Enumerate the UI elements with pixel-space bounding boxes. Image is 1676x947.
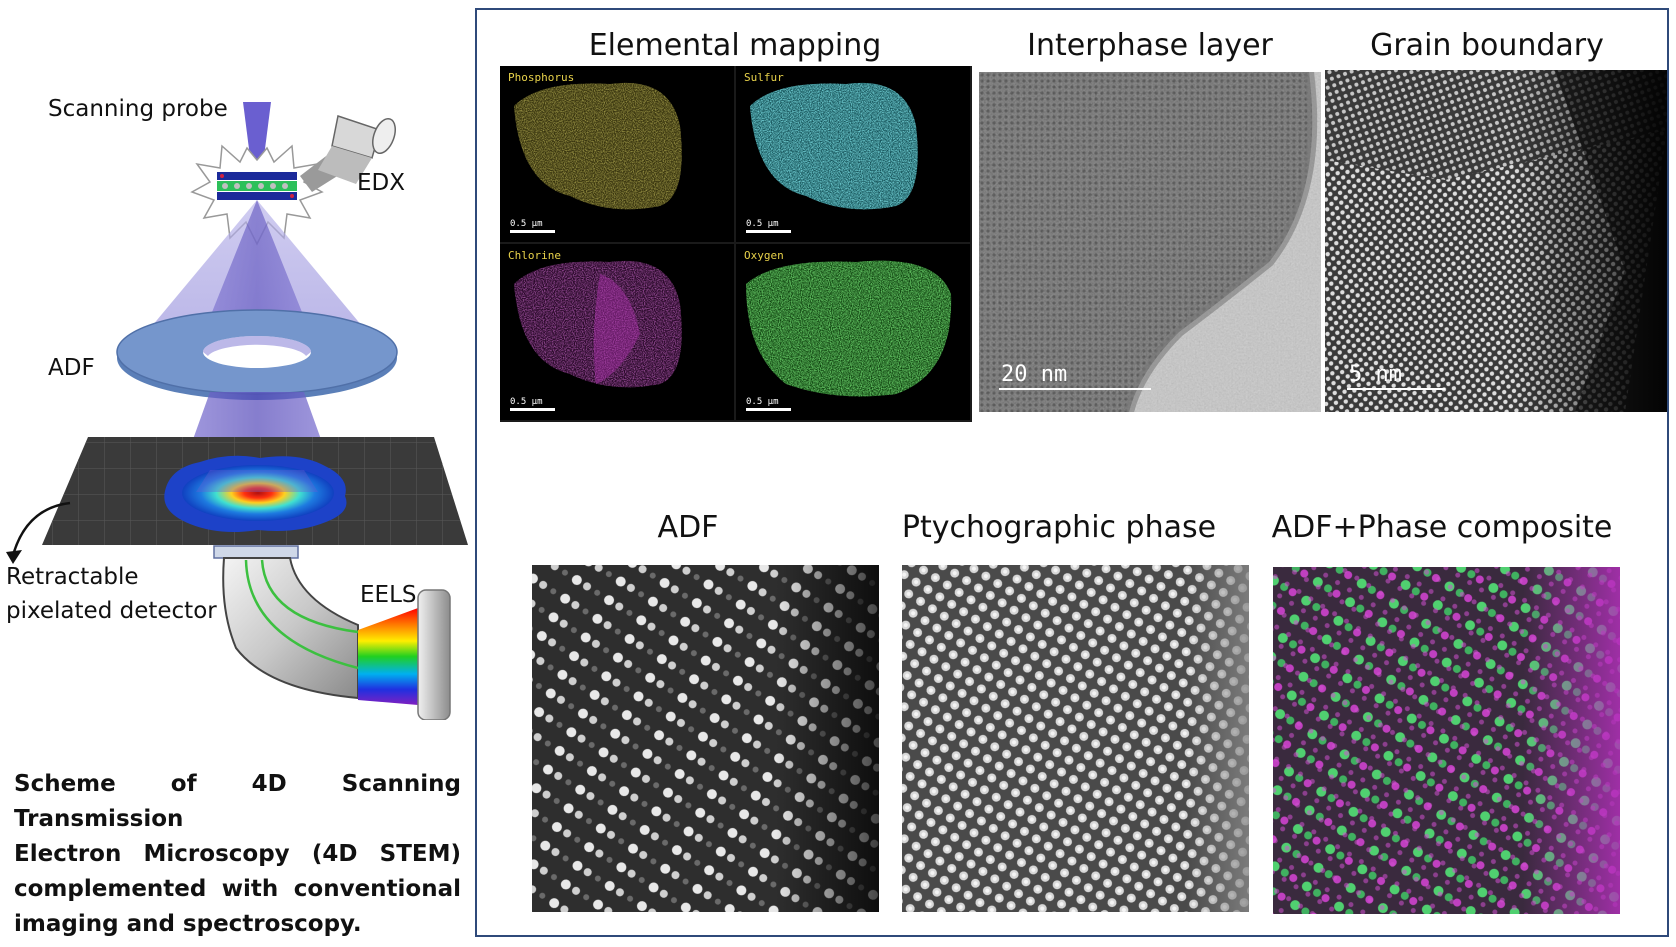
eds-element-label: Phosphorus [508,71,575,84]
interphase-layer-title: Interphase layer [1027,28,1273,63]
scale-bar [510,230,555,233]
caption-line: complemented with conventional [14,876,461,902]
eds-map-phosphorus: Phosphorus 0.5 µm [500,66,734,242]
scale-bar [746,230,791,233]
eds-element-label: Sulfur [744,71,784,84]
adf-detector [116,309,398,400]
eds-map-chlorine: Chlorine 0.5 µm [500,244,734,420]
adf-label: ADF [48,355,95,381]
eds-element-label: Chlorine [508,249,561,262]
results-panel [475,8,1669,937]
grain-boundary-image: 5 nm [1325,70,1667,412]
caption-line: imaging and spectroscopy. [14,911,362,937]
interphase-scale-text: 20 nm [1001,362,1068,387]
scale-bar [1347,388,1445,390]
retract-arrow [12,501,71,553]
figure-caption: Scheme of 4D Scanning Transmission Elect… [14,767,461,942]
scale-bar [999,388,1151,390]
scanning-probe-label: Scanning probe [48,96,228,122]
eds-scale-text: 0.5 µm [746,397,779,407]
stem-schematic: Scanning probe EDX ADF Retractable pixel… [0,0,470,947]
elemental-mapping-title: Elemental mapping [588,28,882,63]
ptychographic-phase-image [902,565,1249,912]
composite-image [1273,567,1620,914]
adf-image [532,565,879,912]
elemental-mapping-grid: Phosphorus 0.5 µm Sulfur 0.5 µm Chlorine… [500,66,972,422]
caption-line: Scheme of 4D Scanning Transmission [14,771,461,832]
grain-boundary-title: Grain boundary [1370,28,1604,63]
edx-label: EDX [357,170,405,196]
eds-element-label: Oxygen [744,249,784,262]
diffraction-pattern [164,455,347,532]
adf-title: ADF [657,510,719,545]
eds-scale-text: 0.5 µm [510,219,543,229]
eds-map-sulfur: Sulfur 0.5 µm [736,66,970,242]
sample-crystal [217,172,297,200]
caption-line: Electron Microscopy (4D STEM) [14,841,461,867]
eels-spectrometer [213,545,451,721]
scale-bar [510,408,555,411]
retractable-label: Retractable [6,564,139,590]
composite-title: ADF+Phase composite [1271,510,1613,545]
pixelated-detector-label: pixelated detector [6,598,217,624]
edx-detector [300,115,396,192]
eds-scale-text: 0.5 µm [510,397,543,407]
eels-label: EELS [360,582,417,608]
probe-beam [243,102,271,196]
eds-map-oxygen: Oxygen 0.5 µm [736,244,970,420]
ptychographic-phase-title: Ptychographic phase [901,510,1217,545]
eds-scale-text: 0.5 µm [746,219,779,229]
interphase-layer-image: 20 nm [979,72,1321,412]
scale-bar [746,408,791,411]
stem-schematic-drawing [6,102,468,721]
grain-boundary-scale-text: 5 nm [1349,362,1402,387]
